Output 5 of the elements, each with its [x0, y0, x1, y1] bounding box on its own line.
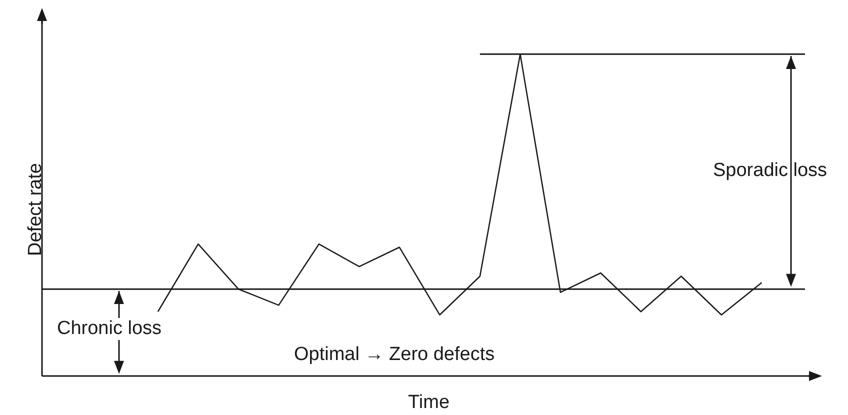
- y-axis-title: Defect rate: [25, 162, 47, 256]
- annotation: Sporadic loss: [713, 160, 828, 182]
- annotation: Optimal → Zero defects: [294, 344, 495, 366]
- annotation: Chronic loss: [57, 318, 162, 340]
- x-axis-title: Time: [408, 392, 450, 414]
